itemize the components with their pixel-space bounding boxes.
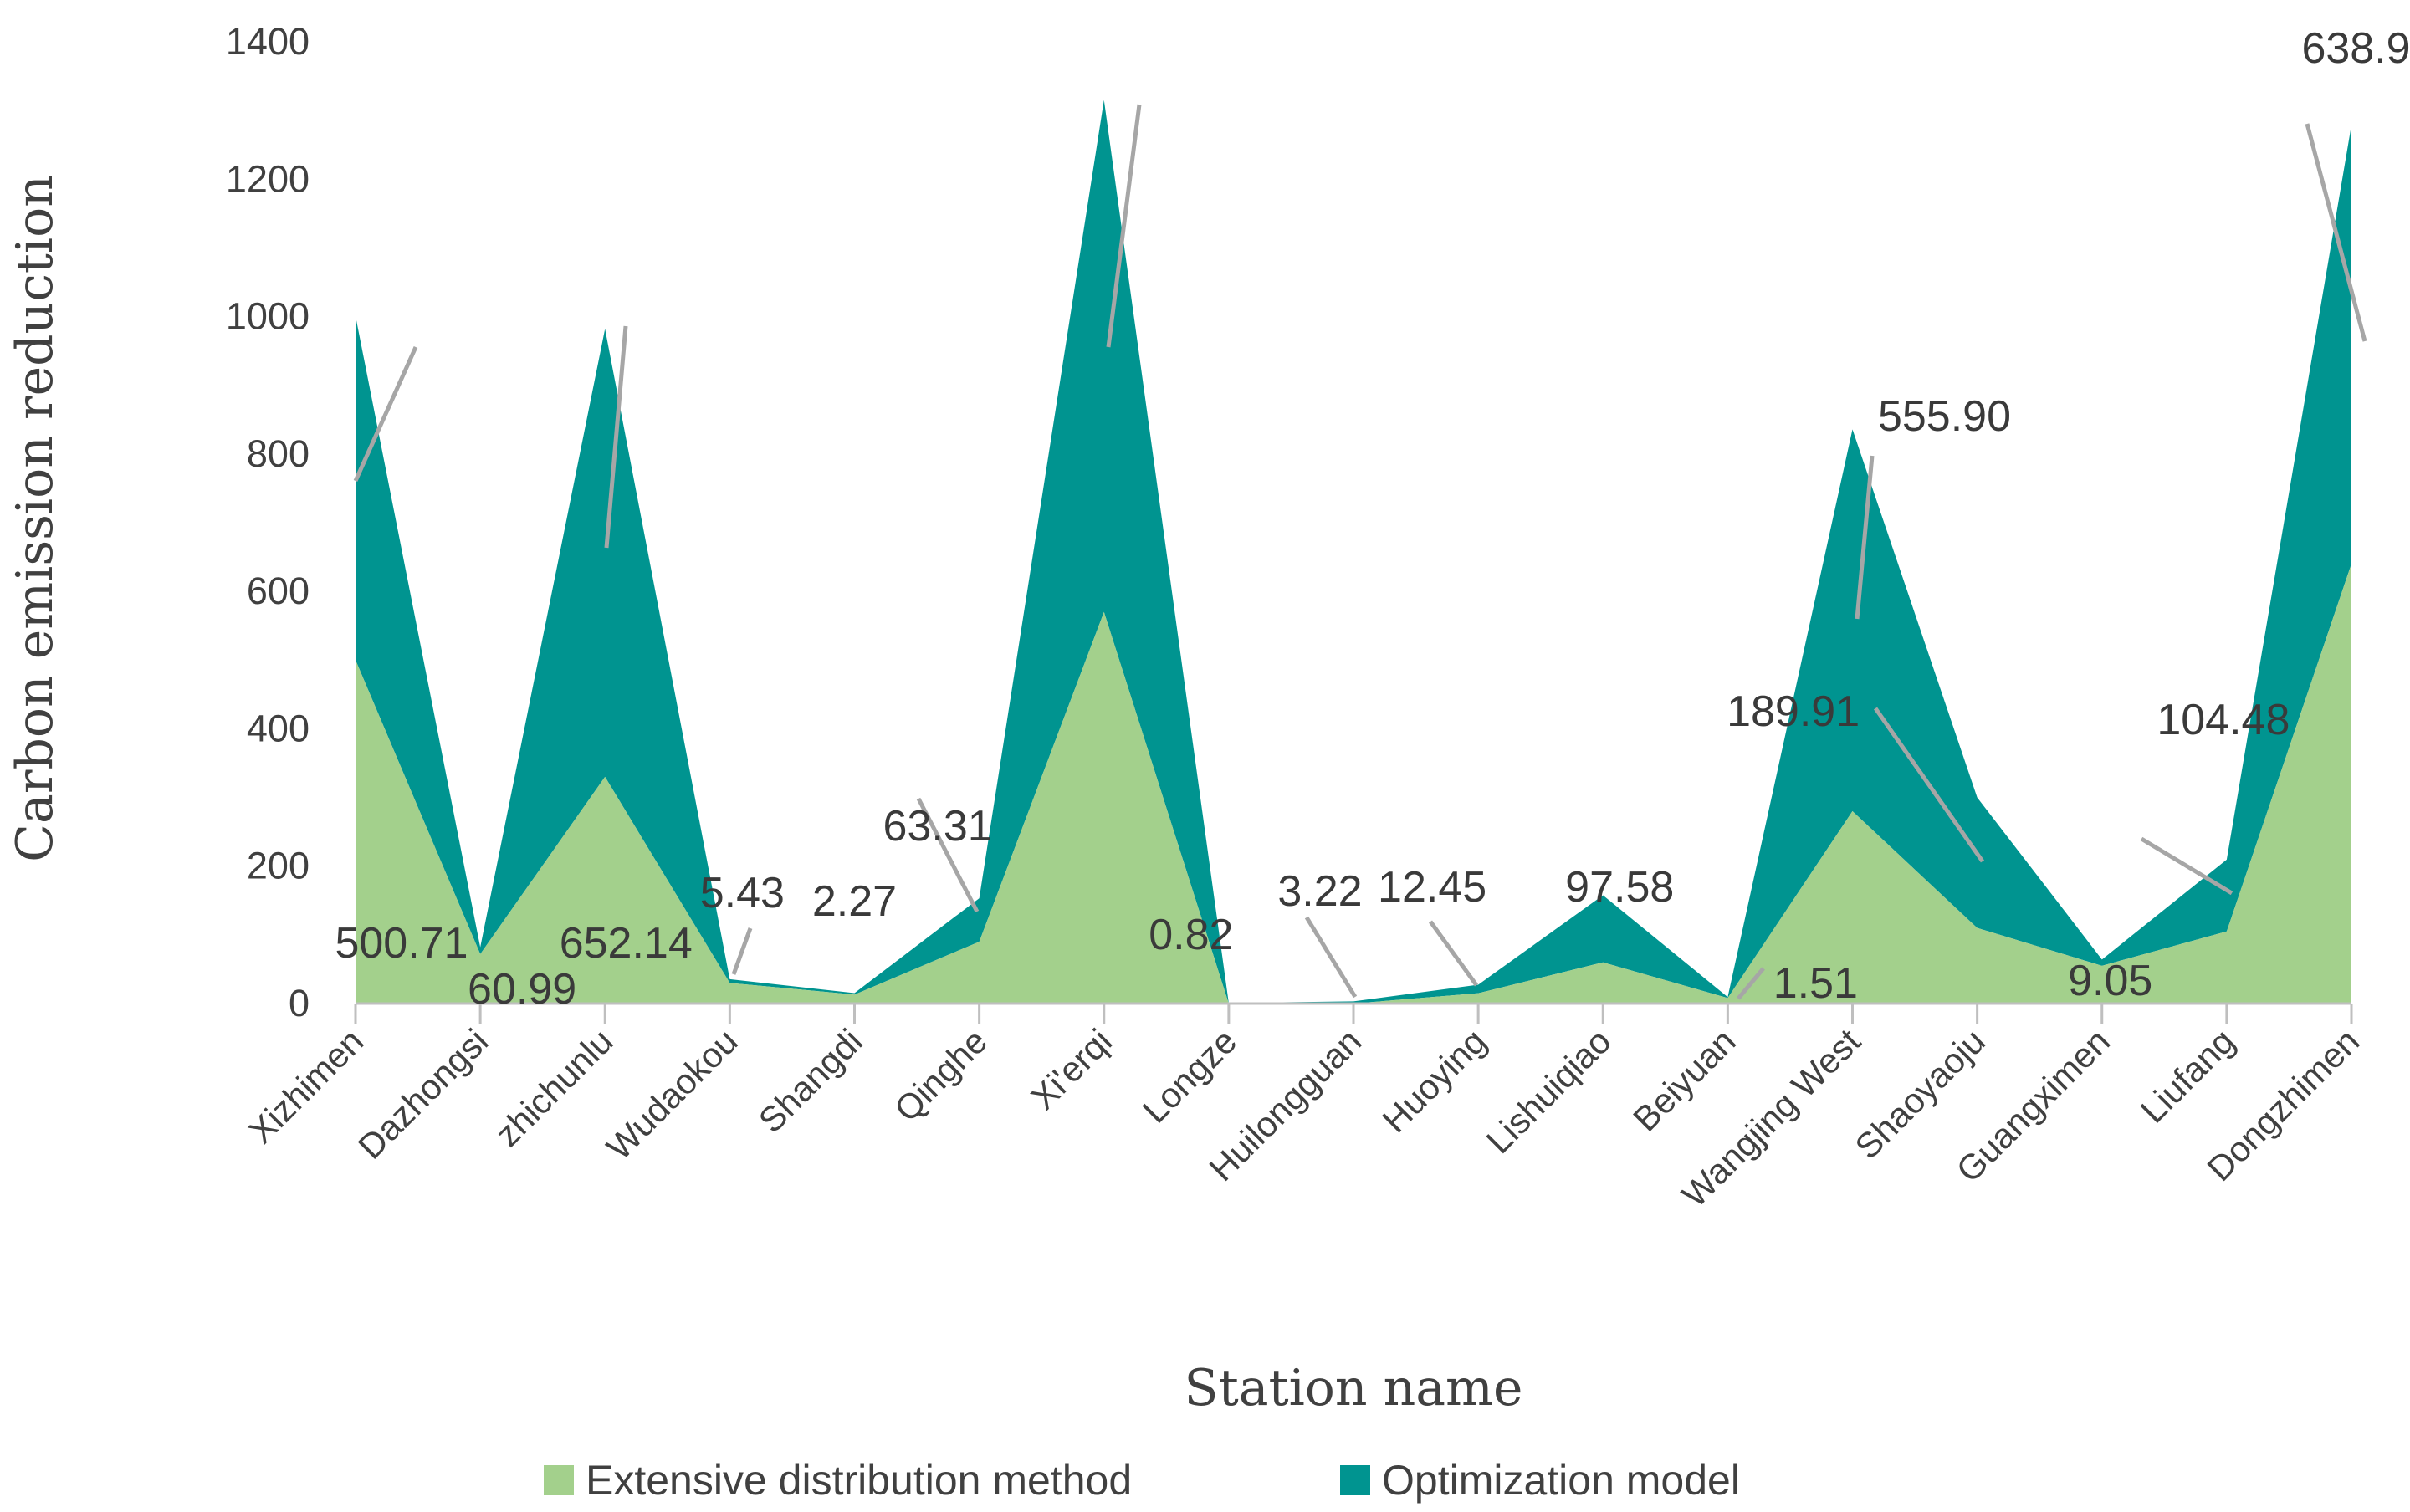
data-label: 638.91: [2301, 24, 2410, 73]
leader-line: [916, 797, 980, 913]
y-tick-label: 1200: [226, 157, 310, 200]
x-tick-label: Wudaokou: [599, 1021, 745, 1167]
data-label: 3.22: [1277, 867, 1362, 916]
data-label: 97.58: [1565, 863, 1674, 912]
y-axis: 0 200 400 600 800 1000 1200 1400: [226, 20, 310, 1024]
x-tick-label: Huoying: [1374, 1021, 1493, 1140]
x-tick-label: Qinghe: [887, 1021, 995, 1129]
data-label: 1.51: [1773, 959, 1858, 1008]
x-tick-label: Xizhimen: [241, 1021, 371, 1151]
x-tick-label: Beiyuan: [1625, 1021, 1743, 1139]
data-label: 555.90: [1878, 392, 2011, 441]
leader-line: [1106, 104, 1142, 348]
legend: Extensive distribution method Optimizati…: [544, 1457, 1740, 1504]
legend-label-optimization: Optimization model: [1382, 1457, 1740, 1504]
x-tick-label: Liufang: [2133, 1021, 2243, 1131]
x-tick-label: Longze: [1135, 1021, 1245, 1131]
leader-line: [2305, 123, 2367, 342]
leader-line: [1428, 920, 1479, 987]
y-axis-title: Carbon emission reduction: [6, 175, 64, 862]
data-label: 5.43: [700, 869, 785, 917]
x-tick-label: Xi'erqi: [1023, 1021, 1119, 1117]
data-label: 189.91: [1727, 687, 1860, 736]
x-tick-label: Shangdi: [751, 1021, 870, 1140]
plot-areas: [356, 100, 2351, 1004]
legend-swatch-extensive: [544, 1465, 574, 1495]
data-label: 652.14: [560, 919, 693, 968]
leader-lines: [353, 104, 2367, 1000]
data-label: 104.48: [2157, 696, 2290, 744]
leader-line: [1873, 707, 1985, 863]
legend-swatch-optimization: [1340, 1465, 1370, 1495]
data-label: 12.45: [1378, 863, 1486, 912]
x-tick-label: Dazhongsi: [350, 1021, 496, 1167]
y-tick-label: 0: [289, 982, 310, 1024]
y-tick-label: 400: [247, 707, 310, 749]
legend-label-extensive: Extensive distribution method: [586, 1457, 1132, 1504]
y-tick-label: 1400: [226, 20, 310, 63]
x-tick-label: zhichunlu: [488, 1021, 621, 1154]
y-tick-label: 800: [247, 432, 310, 475]
data-label: 0.82: [1149, 911, 1233, 959]
y-tick-label: 1000: [226, 295, 310, 338]
data-label: 63.31: [883, 802, 992, 850]
area-extensive-distribution: [356, 564, 2351, 1004]
leader-line: [2140, 836, 2233, 896]
leader-line: [353, 345, 418, 483]
data-label: 60.99: [468, 965, 576, 1014]
area-optimization-model: [356, 100, 2351, 1004]
leader-line: [604, 325, 628, 549]
leader-line: [1855, 455, 1875, 620]
data-label: 500.71: [335, 919, 468, 968]
data-label: 9.05: [2068, 957, 2152, 1005]
data-labels: 500.7160.99652.145.432.2763.31745.310.82…: [335, 24, 2410, 1014]
x-tick-label: Lishuiqiao: [1479, 1021, 1619, 1161]
leader-line: [1304, 916, 1358, 999]
leader-line: [1737, 967, 1765, 1000]
data-label: 2.27: [812, 877, 897, 926]
x-axis-title: Station name: [1185, 1359, 1523, 1418]
leader-line: [731, 927, 753, 975]
y-tick-label: 600: [247, 570, 310, 612]
y-tick-label: 200: [247, 845, 310, 887]
